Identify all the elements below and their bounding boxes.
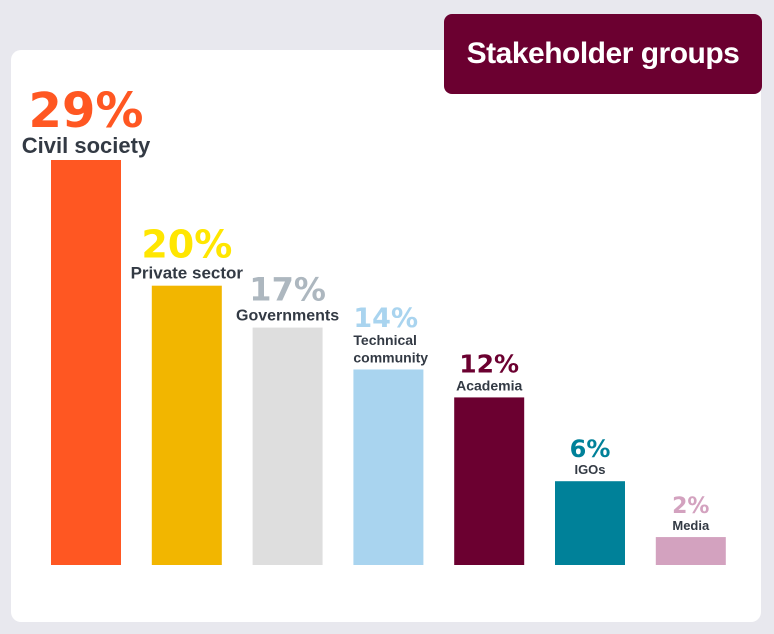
value-label-media: 2% [672,494,709,519]
bar-academia [454,397,525,565]
category-label-igos: IGOs [574,462,605,477]
category-label-technical-community: Technical community [353,332,428,366]
value-label-technical-community: 14% [353,303,418,334]
value-label-civil-society: 29% [29,83,144,139]
bar-civil-society [51,160,121,565]
category-label-civil-society: Civil society [22,133,151,158]
value-label-governments: 17% [249,271,326,309]
category-label-governments: Governments [236,308,339,325]
bar-private-sector [151,285,222,565]
value-label-igos: 6% [570,435,611,463]
category-label-media: Media [672,518,710,533]
category-label-academia: Academia [456,377,522,393]
bar-technical-community [353,369,424,565]
category-label-private-sector: Private sector [131,264,244,283]
chart-title: Stakeholder groups [444,14,762,94]
bar-media [655,537,726,565]
bar-governments [252,327,323,565]
value-label-academia: 12% [459,349,519,378]
value-label-private-sector: 20% [141,223,232,267]
bar-igos [555,481,625,565]
